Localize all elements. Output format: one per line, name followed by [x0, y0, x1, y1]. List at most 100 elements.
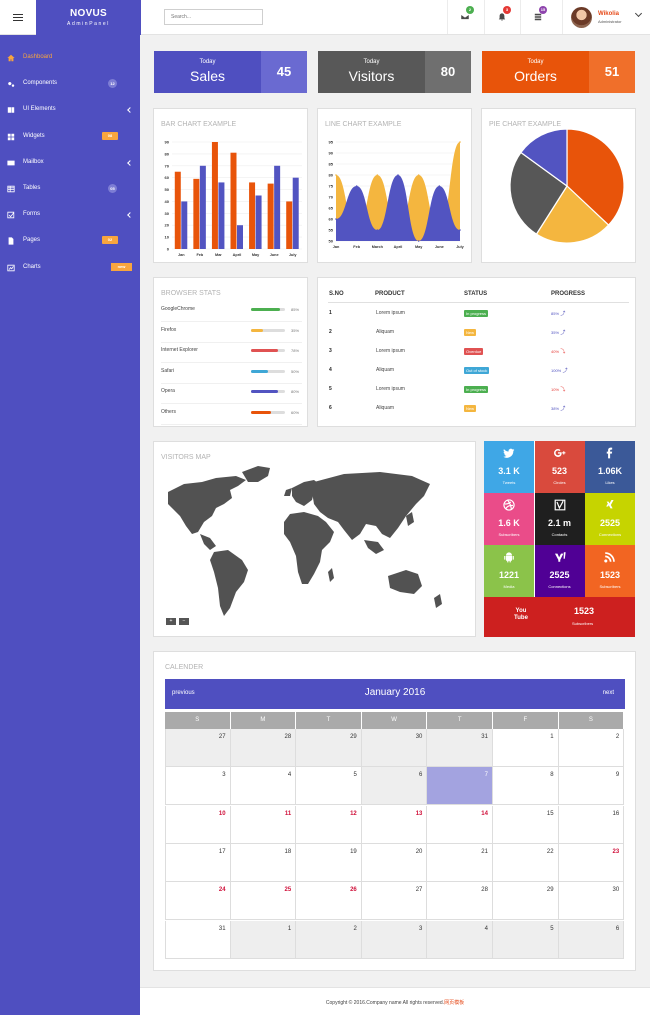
sidebar-item-tables[interactable]: Tables 05	[0, 176, 140, 202]
alerts-button[interactable]: 3	[484, 0, 518, 34]
social-label: Likes	[605, 480, 615, 485]
sidebar-item-dashboard[interactable]: Dashboard	[0, 45, 140, 71]
calendar-day[interactable]: 4	[230, 767, 297, 806]
calendar-day[interactable]: 29	[296, 729, 362, 767]
calendar-day[interactable]: 5	[493, 920, 559, 959]
calendar-day[interactable]: 13	[361, 805, 428, 844]
calendar-day[interactable]: 27	[361, 882, 428, 921]
brand-logo[interactable]: NOVUS AdminPanel	[36, 0, 141, 35]
calendar-day[interactable]: 2	[558, 729, 625, 767]
calendar-day[interactable]: 16	[558, 805, 625, 844]
calendar-day[interactable]: 6	[558, 920, 625, 959]
calendar-day[interactable]: 2	[296, 920, 362, 959]
calendar-next-button[interactable]: next	[602, 690, 614, 696]
calendar-day[interactable]: 26	[296, 882, 362, 921]
social-value: 1.6 K	[498, 518, 520, 528]
calendar-day[interactable]: 24	[165, 882, 231, 921]
calendar-day[interactable]: 28	[230, 729, 297, 767]
calendar-day[interactable]: 9	[558, 767, 625, 806]
sidebar-item-charts[interactable]: Charts new	[0, 255, 140, 281]
chevron-left-icon	[127, 212, 133, 219]
footer-link[interactable]: 网页模板	[444, 1000, 465, 1006]
table-row[interactable]: 1 Lorem ipsum In progress 85% ⤴	[318, 306, 636, 324]
bar-chart-panel: BAR CHART EXAMPLE 0 10 20 30 40 50 60 70 80 90 Jan…	[153, 108, 308, 263]
social-tile-xing[interactable]: 2525 Connections	[585, 493, 635, 545]
tasks-button[interactable]: 15	[520, 0, 554, 34]
table-row[interactable]: 3 Lorem ipsum Overdue 40% ⤵	[318, 344, 636, 362]
stat-card-orders[interactable]: Today Orders 51	[482, 51, 635, 93]
calendar-day[interactable]: 21	[427, 843, 493, 882]
social-tile-google-plus[interactable]: 523 Circles	[534, 441, 585, 493]
social-tile-facebook[interactable]: 1.06K Likes	[585, 441, 635, 493]
calendar-day[interactable]: 30	[558, 882, 625, 921]
calendar-day[interactable]: 30	[361, 729, 428, 767]
calendar-day[interactable]: 12	[296, 805, 362, 844]
social-tile-twitter[interactable]: 3.1 K Tweets	[484, 441, 534, 493]
calendar-day[interactable]: 19	[296, 843, 362, 882]
calendar-day[interactable]: 3	[165, 767, 231, 806]
calendar-day[interactable]: 31	[427, 729, 493, 767]
calendar-month-label: January 2016	[364, 687, 426, 698]
calendar-day[interactable]: 14	[427, 805, 493, 844]
calendar-day[interactable]: 7	[427, 767, 493, 806]
social-tile-rss[interactable]: 1523 Subscribers	[585, 545, 635, 597]
calendar-day[interactable]: 27	[165, 729, 231, 767]
calendar-day[interactable]: 4	[427, 920, 493, 959]
calendar-day[interactable]: 5	[296, 767, 362, 806]
sidebar-item-mailbox[interactable]: Mailbox	[0, 150, 140, 176]
bar-y-tick: 30	[165, 211, 170, 216]
sidebar-item-widgets[interactable]: Widgets 08	[0, 124, 140, 150]
user-menu[interactable]: Wikolia Administrator	[562, 0, 650, 34]
grid-icon	[7, 133, 15, 140]
search-input[interactable]	[164, 9, 263, 25]
table-row[interactable]: 6 Aliquam New 38% ⤴	[318, 401, 636, 419]
sidebar-item-components[interactable]: Components 12	[0, 71, 140, 97]
visitors-map-panel: VISITORS MAP + −	[153, 441, 476, 637]
social-tile-yahoo[interactable]: 2525 Connections	[534, 545, 585, 597]
calendar-day[interactable]: 31	[165, 920, 231, 959]
map-zoom-in-button[interactable]: +	[166, 618, 176, 625]
map-zoom-out-button[interactable]: −	[179, 618, 189, 625]
table-row[interactable]: 2 Aliquam New 35% ⤴	[318, 325, 636, 343]
line-point	[459, 229, 461, 231]
stat-card-sales[interactable]: Today Sales 45	[154, 51, 307, 93]
social-tile-android[interactable]: 1221 Media	[484, 545, 534, 597]
messages-button[interactable]: 2	[447, 0, 481, 34]
social-tile-dribbble[interactable]: 1.6 K Subscribers	[484, 493, 534, 545]
table-row[interactable]: 4 Aliquam Out of stock 100% ⤴	[318, 363, 636, 381]
calendar-day[interactable]: 17	[165, 843, 231, 882]
sidebar-item-forms[interactable]: Forms	[0, 202, 140, 228]
calendar-day[interactable]: 25	[230, 882, 297, 921]
sidebar-item-ui-elements[interactable]: UI Elements	[0, 97, 140, 123]
calendar-day[interactable]: 3	[361, 920, 428, 959]
bar-y-tick: 60	[165, 175, 170, 180]
social-tile-vine[interactable]: 2.1 m Contacts	[534, 493, 585, 545]
calendar-day[interactable]: 1	[230, 920, 297, 959]
calendar-day[interactable]: 29	[493, 882, 559, 921]
calendar-day[interactable]: 20	[361, 843, 428, 882]
bar	[249, 182, 256, 249]
stat-card-visitors[interactable]: Today Visitors 80	[318, 51, 471, 93]
brand-title: NOVUS	[69, 8, 108, 19]
social-tile-youtube[interactable]: You Tube 1523 Subscribers	[484, 597, 635, 637]
calendar-day[interactable]: 18	[230, 843, 297, 882]
calendar-day[interactable]: 22	[493, 843, 559, 882]
bar	[211, 142, 218, 249]
menu-toggle-button[interactable]	[0, 0, 36, 35]
calendar-day[interactable]: 23	[558, 843, 625, 882]
sidebar-item-pages[interactable]: Pages 02	[0, 228, 140, 254]
table-row[interactable]: 5 Lorem ipsum In progress 10% ⤵	[318, 382, 636, 400]
calendar-day[interactable]: 10	[165, 805, 231, 844]
bar	[174, 171, 181, 249]
calendar-day[interactable]: 28	[427, 882, 493, 921]
social-label: Subscribers	[599, 584, 621, 589]
calendar-day[interactable]: 15	[493, 805, 559, 844]
facebook-icon	[606, 447, 613, 459]
calendar-day[interactable]: 6	[361, 767, 428, 806]
calendar-day[interactable]: 1	[493, 729, 559, 767]
bar	[286, 201, 293, 249]
calendar-prev-button[interactable]: previous	[172, 690, 195, 696]
calendar-day[interactable]: 11	[230, 805, 297, 844]
calendar-day[interactable]: 8	[493, 767, 559, 806]
bar-y-tick: 70	[165, 163, 170, 168]
